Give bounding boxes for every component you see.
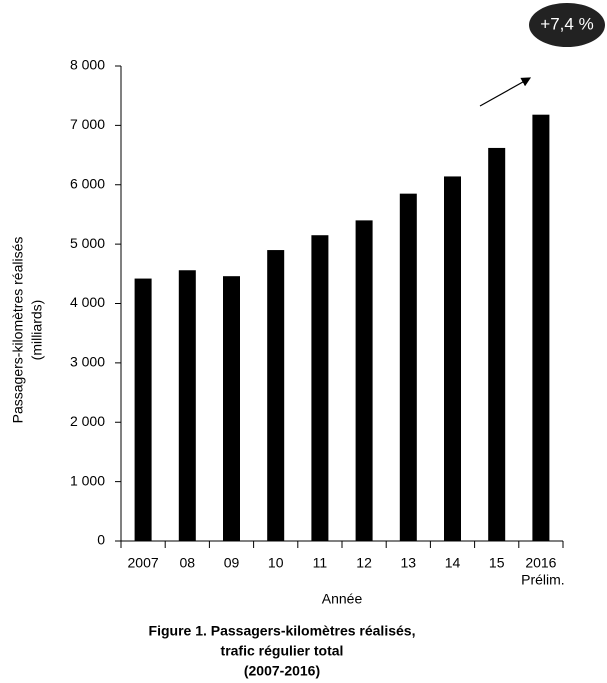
y-tick-label: 7 000 [70, 116, 105, 132]
y-tick-label: 4 000 [70, 294, 105, 310]
x-tick-label: 14 [445, 555, 461, 571]
x-tick-label: 11 [313, 555, 328, 571]
x-tick-label: 12 [356, 555, 372, 571]
x-tick-label: 09 [224, 555, 240, 571]
y-tick-label: 8 000 [70, 57, 105, 73]
y-tick-label: 1 000 [70, 472, 105, 488]
x-axis-label: Année [322, 591, 363, 607]
annotation-badge [529, 3, 605, 47]
y-tick-label: 6 000 [70, 175, 105, 191]
bar [178, 270, 196, 541]
chart-title: trafic régulier total [221, 643, 344, 659]
y-tick-label: 5 000 [70, 235, 105, 251]
trend-arrow [479, 77, 532, 107]
bar [488, 147, 506, 541]
bar [355, 220, 373, 541]
x-tick-note: Prélim. [521, 572, 565, 588]
bar [223, 276, 240, 541]
chart-title: Figure 1. Passagers-kilomètres réalisés, [149, 623, 416, 639]
annotation: +7,4 % [540, 14, 593, 33]
chart-title: (2007-2016) [244, 663, 320, 679]
bar [532, 114, 550, 541]
bar [444, 176, 461, 541]
bar [267, 250, 285, 541]
y-axis-label: Passagers-kilomètres réalisés [10, 237, 26, 424]
bar [311, 235, 329, 541]
x-tick-label: 08 [180, 555, 196, 571]
x-tick-label: 13 [401, 555, 417, 571]
bar [399, 193, 417, 541]
y-tick-label: 2 000 [70, 413, 105, 429]
x-tick-label: 10 [268, 555, 284, 571]
y-tick-label: 0 [97, 532, 105, 548]
y-axis-label: (milliards) [29, 300, 45, 361]
x-tick-label: 15 [489, 555, 505, 571]
y-tick-label: 3 000 [70, 354, 105, 370]
x-tick-label: 2016 [525, 555, 556, 571]
x-tick-label: 2007 [128, 555, 159, 571]
bar [134, 278, 152, 541]
